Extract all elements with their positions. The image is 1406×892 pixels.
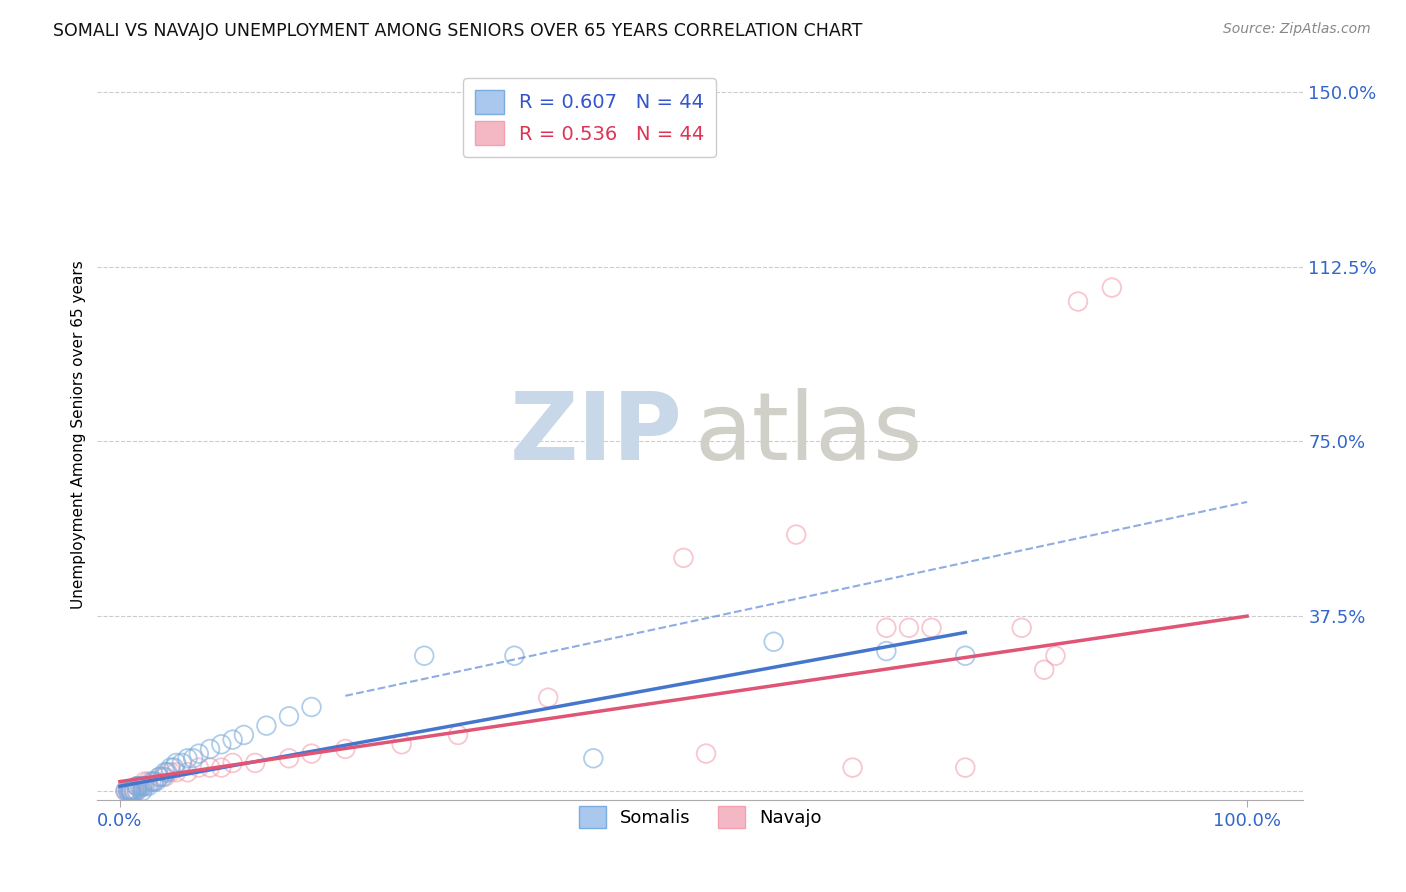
Point bbox=[125, 779, 148, 793]
Point bbox=[875, 644, 897, 658]
Point bbox=[1045, 648, 1067, 663]
Text: atlas: atlas bbox=[695, 388, 922, 481]
Point bbox=[695, 747, 717, 761]
Point bbox=[117, 784, 139, 798]
Point bbox=[145, 774, 167, 789]
Point bbox=[136, 774, 159, 789]
Point bbox=[391, 737, 413, 751]
Point bbox=[955, 761, 977, 775]
Text: ZIP: ZIP bbox=[509, 388, 682, 481]
Point bbox=[1101, 280, 1123, 294]
Point bbox=[114, 784, 136, 798]
Point bbox=[136, 779, 159, 793]
Point bbox=[176, 751, 198, 765]
Point bbox=[148, 770, 170, 784]
Point bbox=[148, 770, 170, 784]
Point bbox=[582, 751, 605, 765]
Point bbox=[301, 747, 323, 761]
Point bbox=[537, 690, 560, 705]
Point bbox=[301, 700, 323, 714]
Point bbox=[955, 648, 977, 663]
Point bbox=[1067, 294, 1090, 309]
Point bbox=[118, 784, 141, 798]
Point bbox=[134, 774, 156, 789]
Point bbox=[181, 751, 204, 765]
Legend: Somalis, Navajo: Somalis, Navajo bbox=[572, 798, 830, 835]
Point bbox=[131, 779, 153, 793]
Point bbox=[254, 719, 277, 733]
Point bbox=[118, 784, 141, 798]
Point bbox=[114, 784, 136, 798]
Point bbox=[897, 621, 920, 635]
Point bbox=[141, 774, 163, 789]
Point bbox=[875, 621, 897, 635]
Point bbox=[187, 761, 209, 775]
Point bbox=[120, 784, 142, 798]
Point bbox=[413, 648, 436, 663]
Point bbox=[124, 784, 146, 798]
Point bbox=[278, 709, 301, 723]
Point bbox=[503, 648, 526, 663]
Point bbox=[209, 761, 232, 775]
Point bbox=[198, 742, 221, 756]
Point bbox=[125, 784, 148, 798]
Point bbox=[118, 784, 141, 798]
Point bbox=[785, 527, 807, 541]
Point bbox=[142, 774, 165, 789]
Point bbox=[129, 779, 152, 793]
Point bbox=[131, 779, 153, 793]
Point bbox=[120, 784, 142, 798]
Point bbox=[129, 779, 152, 793]
Point bbox=[335, 742, 357, 756]
Point bbox=[921, 621, 943, 635]
Point bbox=[156, 765, 179, 780]
Point bbox=[131, 784, 153, 798]
Point bbox=[159, 765, 181, 780]
Point bbox=[672, 550, 695, 565]
Point bbox=[122, 784, 145, 798]
Point bbox=[159, 761, 181, 775]
Point bbox=[165, 756, 187, 770]
Point bbox=[187, 747, 209, 761]
Point bbox=[125, 784, 148, 798]
Point bbox=[278, 751, 301, 765]
Point bbox=[1011, 621, 1033, 635]
Point bbox=[221, 756, 243, 770]
Point bbox=[118, 784, 141, 798]
Point bbox=[841, 761, 863, 775]
Point bbox=[165, 765, 187, 780]
Point bbox=[125, 779, 148, 793]
Point bbox=[127, 779, 149, 793]
Y-axis label: Unemployment Among Seniors over 65 years: Unemployment Among Seniors over 65 years bbox=[72, 260, 86, 608]
Point bbox=[120, 784, 142, 798]
Point bbox=[142, 774, 165, 789]
Point bbox=[153, 770, 176, 784]
Point bbox=[117, 784, 139, 798]
Point bbox=[762, 634, 785, 648]
Point bbox=[176, 765, 198, 780]
Point bbox=[209, 737, 232, 751]
Point bbox=[221, 732, 243, 747]
Point bbox=[152, 770, 174, 784]
Point bbox=[198, 761, 221, 775]
Point bbox=[170, 756, 193, 770]
Text: SOMALI VS NAVAJO UNEMPLOYMENT AMONG SENIORS OVER 65 YEARS CORRELATION CHART: SOMALI VS NAVAJO UNEMPLOYMENT AMONG SENI… bbox=[53, 22, 863, 40]
Point bbox=[1033, 663, 1056, 677]
Point bbox=[447, 728, 470, 742]
Text: Source: ZipAtlas.com: Source: ZipAtlas.com bbox=[1223, 22, 1371, 37]
Point bbox=[153, 765, 176, 780]
Point bbox=[134, 779, 156, 793]
Point bbox=[232, 728, 254, 742]
Point bbox=[120, 784, 142, 798]
Point bbox=[124, 784, 146, 798]
Point bbox=[122, 784, 145, 798]
Point bbox=[120, 784, 142, 798]
Point bbox=[163, 761, 186, 775]
Point bbox=[243, 756, 266, 770]
